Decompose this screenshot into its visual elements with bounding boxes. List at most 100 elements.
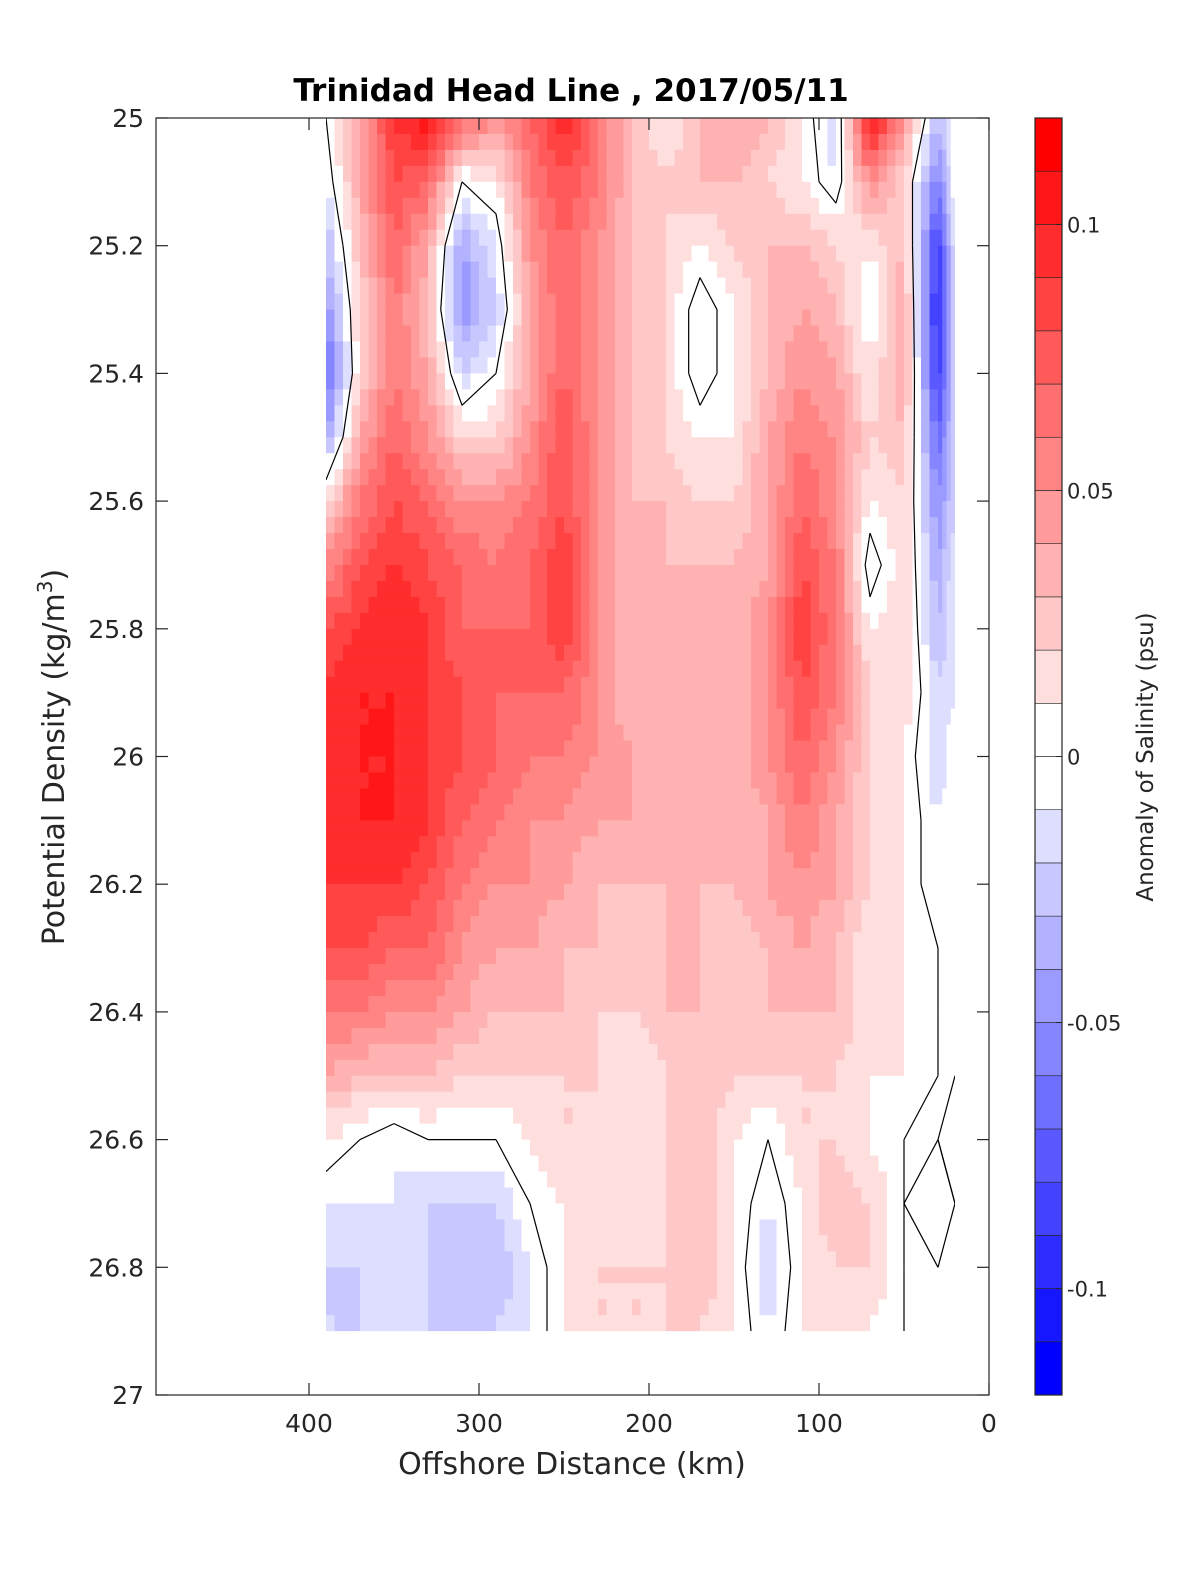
heatmap-cell (895, 884, 905, 901)
heatmap-cell (572, 820, 582, 837)
heatmap-cell (912, 916, 922, 933)
heatmap-cell (530, 979, 540, 997)
heatmap-cell (904, 916, 914, 933)
heatmap-cell (394, 612, 404, 630)
heatmap-cell (615, 1139, 625, 1157)
heatmap-cell (950, 1107, 955, 1125)
heatmap-cell (802, 932, 812, 949)
heatmap-cell (904, 852, 914, 869)
heatmap-cell (938, 580, 943, 598)
heatmap-cell (606, 485, 616, 502)
heatmap-cell (725, 564, 735, 582)
heatmap-cell (776, 213, 786, 231)
heatmap-cell (649, 740, 659, 758)
heatmap-cell (419, 756, 429, 774)
heatmap-cell (870, 964, 880, 981)
heatmap-cell (853, 533, 863, 550)
heatmap-cell (606, 309, 616, 327)
heatmap-cell (623, 293, 633, 311)
heatmap-cell (445, 756, 455, 774)
heatmap-cell (759, 708, 769, 726)
heatmap-cell (470, 245, 480, 263)
heatmap-cell (462, 995, 472, 1013)
heatmap-cell (904, 1043, 914, 1061)
heatmap-cell (683, 756, 693, 774)
heatmap-cell (326, 676, 336, 694)
heatmap-cell (683, 628, 693, 646)
heatmap-cell (572, 1075, 582, 1093)
heatmap-cell (785, 836, 795, 853)
heatmap-cell (921, 772, 931, 790)
heatmap-cell (343, 485, 353, 502)
heatmap-cell (436, 1171, 446, 1189)
heatmap-cell (547, 1059, 557, 1077)
heatmap-cell (513, 1091, 523, 1109)
heatmap-cell (912, 1075, 922, 1093)
heatmap-cell (853, 453, 863, 470)
salinity-heatmap (326, 118, 955, 1332)
heatmap-cell (657, 1075, 667, 1093)
heatmap-cell (649, 181, 659, 199)
heatmap-cell (691, 405, 701, 422)
heatmap-cell (487, 836, 497, 853)
heatmap-cell (649, 660, 659, 678)
heatmap-cell (904, 165, 914, 183)
heatmap-cell (776, 389, 786, 406)
heatmap-cell (793, 564, 803, 582)
heatmap-cell (606, 564, 616, 582)
heatmap-cell (555, 884, 565, 901)
heatmap-cell (700, 341, 710, 359)
heatmap-cell (623, 1043, 633, 1061)
heatmap-cell (326, 628, 336, 646)
heatmap-cell (742, 948, 752, 965)
heatmap-cell (734, 213, 744, 231)
heatmap-cell (589, 868, 599, 885)
heatmap-cell (343, 756, 353, 774)
heatmap-cell (836, 644, 846, 662)
heatmap-cell (615, 501, 625, 518)
heatmap-cell (870, 756, 880, 774)
heatmap-cell (589, 1011, 599, 1029)
heatmap-cell (802, 325, 812, 343)
heatmap-cell (942, 580, 948, 598)
heatmap-cell (453, 836, 463, 853)
heatmap-cell (810, 1091, 820, 1109)
heatmap-cell (581, 1043, 591, 1061)
heatmap-cell (496, 357, 506, 374)
heatmap-cell (623, 708, 633, 726)
heatmap-cell (861, 1091, 871, 1109)
heatmap-cell (419, 740, 429, 758)
heatmap-cell (942, 197, 948, 215)
heatmap-cell (632, 995, 642, 1013)
heatmap-cell (657, 261, 667, 279)
heatmap-cell (572, 261, 582, 279)
heatmap-cell (360, 995, 370, 1013)
heatmap-cell (632, 964, 642, 981)
heatmap-cell (853, 1011, 863, 1029)
heatmap-cell (598, 261, 608, 279)
heatmap-cell (853, 548, 863, 566)
heatmap-cell (521, 644, 531, 662)
heatmap-cell (938, 133, 943, 151)
heatmap-cell (819, 1011, 829, 1029)
heatmap-cell (334, 261, 344, 279)
heatmap-cell (368, 580, 378, 598)
heatmap-cell (377, 485, 387, 502)
heatmap-cell (351, 900, 361, 917)
heatmap-cell (572, 165, 582, 183)
heatmap-cell (938, 197, 943, 215)
heatmap-cell (513, 197, 523, 215)
heatmap-cell (921, 708, 931, 726)
heatmap-cell (853, 644, 863, 662)
heatmap-cell (377, 564, 387, 582)
heatmap-cell (895, 676, 905, 694)
heatmap-cell (445, 884, 455, 901)
heatmap-cell (411, 1123, 421, 1141)
heatmap-cell (942, 884, 948, 901)
heatmap-cell (742, 1027, 752, 1045)
heatmap-cell (351, 197, 361, 215)
heatmap-cell (572, 804, 582, 821)
heatmap-cell (623, 165, 633, 183)
heatmap-cell (785, 564, 795, 582)
heatmap-cell (904, 676, 914, 694)
